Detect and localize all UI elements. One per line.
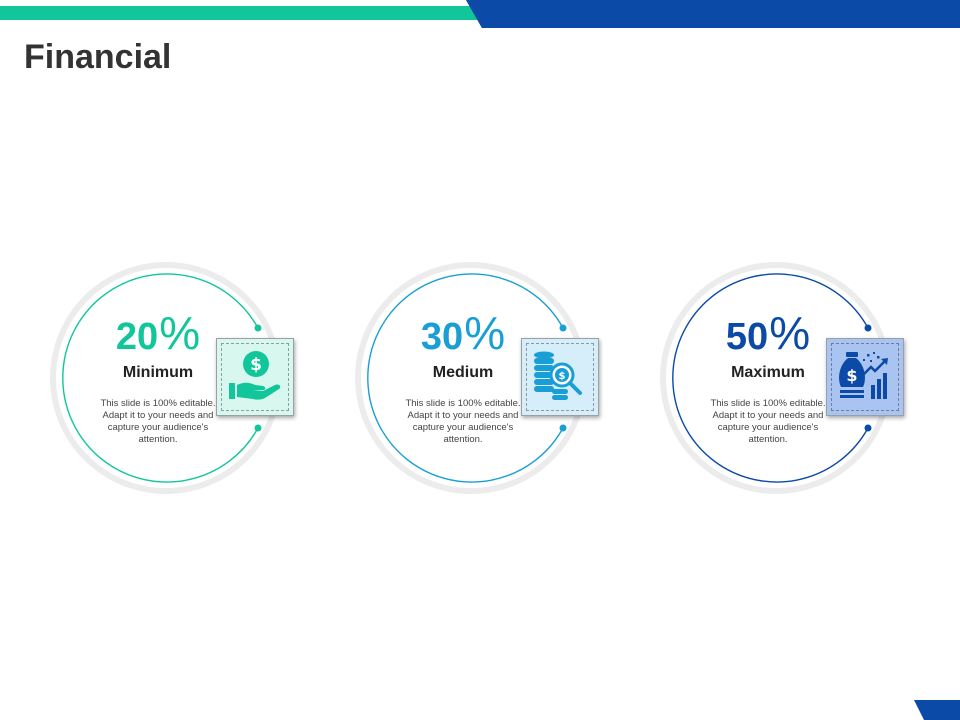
percent-number: 30 (420, 316, 464, 358)
percent-value: 30% (393, 306, 533, 360)
card-description: This slide is 100% editable. Adapt it to… (100, 398, 216, 445)
top-decorative-bar (0, 0, 960, 28)
money-bag-growth-icon: $ (839, 352, 888, 399)
svg-text:$: $ (846, 366, 857, 385)
coins-search-icon: $ (534, 351, 582, 400)
percent-number: 50 (725, 316, 769, 358)
icon-tile: $ (521, 338, 599, 416)
percent-number: 20 (115, 316, 159, 358)
icon-tile: $ (216, 338, 294, 416)
card-ring (660, 262, 892, 494)
card-label: Maximum (731, 364, 805, 381)
percent-value: 20% (88, 306, 228, 360)
card-ring (50, 262, 282, 494)
slide-title: Financial (24, 38, 172, 76)
card-description: This slide is 100% editable. Adapt it to… (710, 398, 826, 445)
percent-value: 50% (698, 306, 838, 360)
corner-accent (914, 700, 960, 720)
percent-symbol: % (464, 307, 506, 359)
card-ring (355, 262, 587, 494)
card-label: Medium (432, 364, 494, 381)
svg-text:$: $ (250, 355, 262, 375)
percent-symbol: % (159, 307, 201, 359)
card-maximum: 50% Maximum This slide is 100% editable.… (658, 262, 958, 502)
percent-symbol: % (769, 307, 811, 359)
icon-tile: $ (826, 338, 904, 416)
card-minimum: 20% Minimum This slide is 100% editable.… (48, 262, 348, 502)
card-description: This slide is 100% editable. Adapt it to… (405, 398, 521, 445)
card-medium: 30% Medium This slide is 100% editable. … (353, 262, 653, 502)
card-label: Minimum (122, 364, 194, 381)
hand-dollar-icon: $ (229, 351, 281, 400)
svg-text:$: $ (559, 371, 566, 382)
